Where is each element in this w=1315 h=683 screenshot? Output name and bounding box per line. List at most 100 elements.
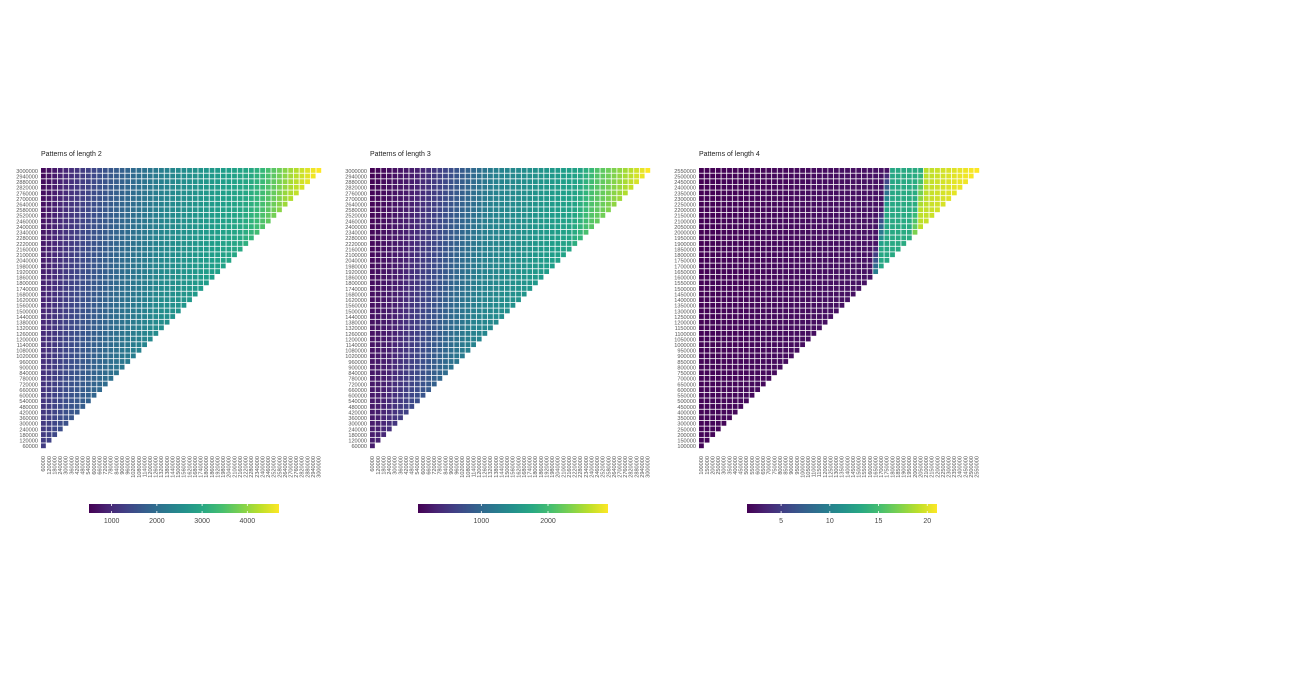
heatmap-cell <box>403 398 409 404</box>
heatmap-cell <box>398 375 403 381</box>
heatmap-cell <box>727 392 732 398</box>
heatmap-cell <box>459 342 465 348</box>
y-tick-label: 100000 <box>677 444 696 450</box>
heatmap-cell <box>130 235 136 241</box>
heatmap-cell <box>572 190 578 196</box>
heatmap-cell <box>589 179 594 185</box>
heatmap-cell <box>721 420 727 426</box>
heatmap-cell <box>471 297 476 303</box>
heatmap-cell <box>471 314 476 319</box>
heatmap-cell <box>114 342 119 348</box>
heatmap-cell <box>420 280 426 286</box>
heatmap-cell <box>715 398 721 404</box>
heatmap-cell <box>414 190 420 196</box>
heatmap-cell <box>727 409 732 415</box>
heatmap-cell <box>906 179 912 185</box>
heatmap-panel-2: Patterns of length 230000002940000288000… <box>16 151 322 525</box>
heatmap-cell <box>912 184 918 190</box>
heatmap-cell <box>839 257 845 263</box>
heatmap-cell <box>91 291 97 297</box>
colorbar-tick-label: 2000 <box>149 518 165 525</box>
heatmap-cell <box>738 190 744 196</box>
heatmap-cell <box>850 263 856 269</box>
heatmap-cell <box>375 336 381 342</box>
heatmap-cell <box>715 387 721 392</box>
heatmap-cell <box>386 252 392 258</box>
heatmap-cell <box>74 297 80 303</box>
heatmap-cell <box>873 218 879 224</box>
heatmap-cell <box>476 314 482 319</box>
heatmap-cell <box>783 168 789 173</box>
heatmap-cell <box>414 387 420 392</box>
heatmap-cell <box>153 274 159 280</box>
heatmap-cell <box>538 218 544 224</box>
heatmap-cell <box>772 224 777 230</box>
heatmap-cell <box>561 207 566 213</box>
heatmap-cell <box>794 190 800 196</box>
y-tick-label: 2820000 <box>345 186 367 192</box>
heatmap-cell <box>403 235 409 241</box>
heatmap-cell <box>566 173 572 179</box>
heatmap-cell <box>414 353 420 359</box>
heatmap-cell <box>226 196 232 201</box>
heatmap-cell <box>828 274 834 280</box>
heatmap-cell <box>957 173 963 179</box>
heatmap-cell <box>119 280 125 286</box>
heatmap-cell <box>392 229 398 235</box>
heatmap-cell <box>97 330 103 336</box>
heatmap-cell <box>52 190 58 196</box>
y-tick-label: 2000000 <box>674 231 696 237</box>
heatmap-cell <box>63 246 69 252</box>
heatmap-cell <box>381 207 387 213</box>
heatmap-cell <box>833 190 839 196</box>
heatmap-cell <box>459 308 465 314</box>
heatmap-cell <box>549 257 555 263</box>
heatmap-cell <box>57 392 63 398</box>
x-tick-label: 1980000 <box>550 456 556 478</box>
y-tick-label: 1680000 <box>345 292 367 298</box>
heatmap-cell <box>52 387 58 392</box>
heatmap-cell <box>817 224 822 230</box>
heatmap-cell <box>794 257 800 263</box>
heatmap-cell <box>923 207 929 213</box>
heatmap-cell <box>867 196 873 201</box>
heatmap-cell <box>46 212 52 218</box>
heatmap-cell <box>209 218 215 224</box>
heatmap-cell <box>159 291 164 297</box>
heatmap-cell <box>293 168 299 173</box>
heatmap-cell <box>248 173 254 179</box>
heatmap-cell <box>555 241 561 246</box>
heatmap-cell <box>777 229 783 235</box>
heatmap-cell <box>555 196 561 201</box>
heatmap-cell <box>867 252 873 258</box>
heatmap-cell <box>175 190 181 196</box>
heatmap-cell <box>74 235 80 241</box>
heatmap-cell <box>721 235 727 241</box>
heatmap-cell <box>867 257 873 263</box>
heatmap-cell <box>527 235 533 241</box>
heatmap-cell <box>254 173 260 179</box>
heatmap-cell <box>381 229 387 235</box>
heatmap-cell <box>800 190 805 196</box>
heatmap-cell <box>471 201 476 207</box>
heatmap-cell <box>476 263 482 269</box>
heatmap-cell <box>589 190 594 196</box>
heatmap-cell <box>476 190 482 196</box>
heatmap-cell <box>839 246 845 252</box>
heatmap-cell <box>482 179 488 185</box>
y-tick-label: 1980000 <box>16 264 38 270</box>
heatmap-cell <box>572 184 578 190</box>
heatmap-cell <box>521 280 527 286</box>
heatmap-cell <box>800 179 805 185</box>
heatmap-cell <box>215 179 221 185</box>
colorbar <box>418 504 608 513</box>
heatmap-cell <box>243 179 249 185</box>
x-tick-label: 1140000 <box>471 456 477 477</box>
heatmap-cell <box>772 212 777 218</box>
heatmap-cell <box>125 190 131 196</box>
heatmap-cell <box>74 375 80 381</box>
heatmap-cell <box>732 201 738 207</box>
heatmap-cell <box>437 168 443 173</box>
heatmap-cell <box>544 196 550 201</box>
heatmap-cell <box>46 269 52 274</box>
